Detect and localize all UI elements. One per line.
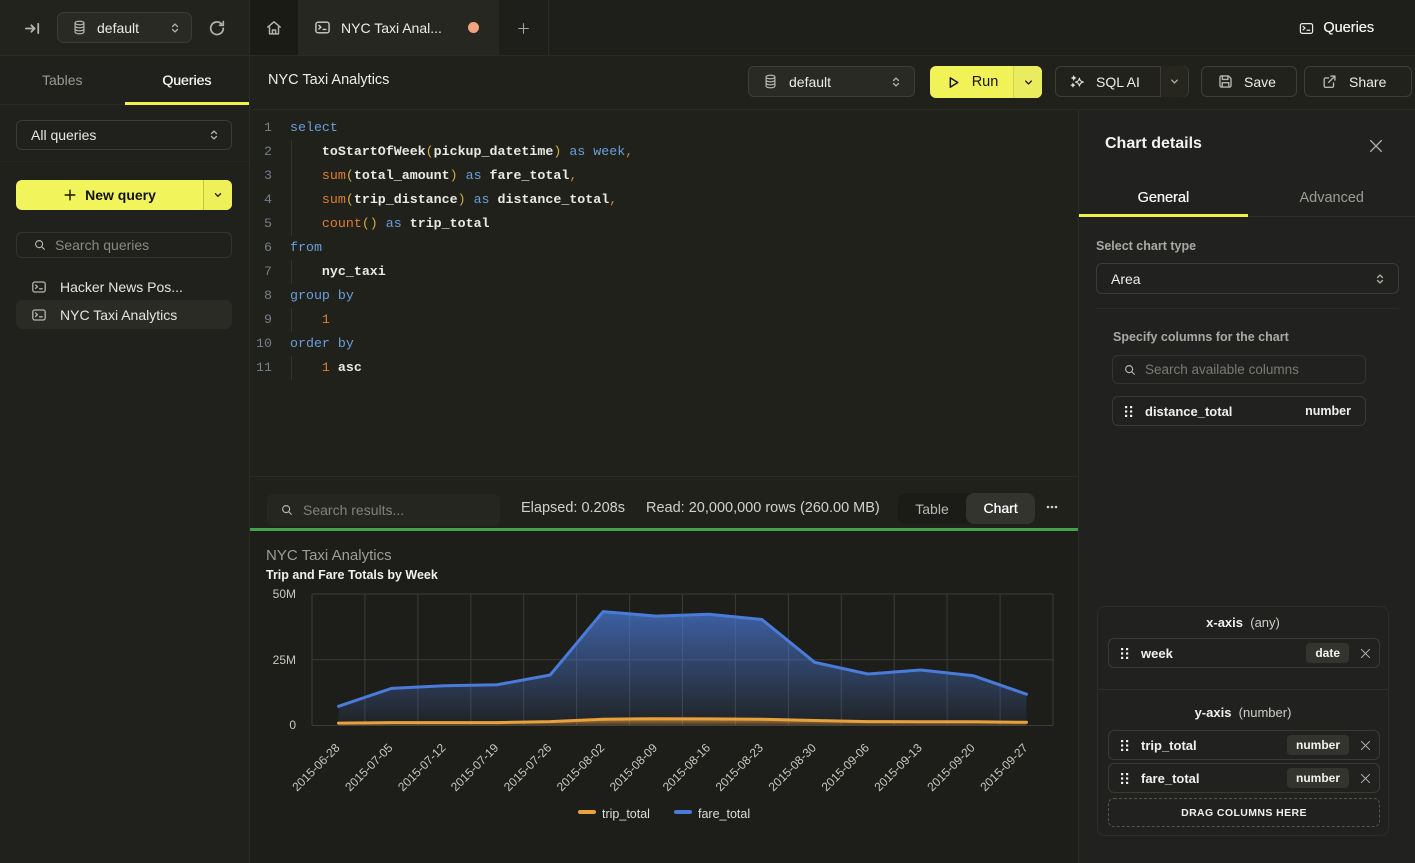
svg-text:2015-08-09: 2015-08-09 bbox=[607, 740, 661, 794]
svg-text:2015-06-28: 2015-06-28 bbox=[289, 740, 343, 794]
svg-text:2015-08-23: 2015-08-23 bbox=[713, 740, 767, 794]
svg-text:2015-08-02: 2015-08-02 bbox=[554, 740, 608, 794]
svg-text:trip_total: trip_total bbox=[602, 807, 650, 821]
svg-text:2015-07-05: 2015-07-05 bbox=[342, 740, 396, 794]
svg-text:50M: 50M bbox=[273, 587, 296, 601]
svg-text:2015-09-27: 2015-09-27 bbox=[977, 740, 1031, 794]
svg-text:0: 0 bbox=[289, 718, 296, 732]
svg-text:fare_total: fare_total bbox=[698, 807, 750, 821]
svg-text:2015-09-13: 2015-09-13 bbox=[872, 740, 926, 794]
svg-text:2015-08-16: 2015-08-16 bbox=[660, 740, 714, 794]
svg-text:2015-07-26: 2015-07-26 bbox=[501, 740, 555, 794]
svg-text:2015-08-30: 2015-08-30 bbox=[766, 740, 820, 794]
svg-text:2015-09-20: 2015-09-20 bbox=[924, 740, 978, 794]
svg-text:2015-07-19: 2015-07-19 bbox=[448, 740, 502, 794]
svg-text:2015-07-12: 2015-07-12 bbox=[395, 740, 449, 794]
svg-text:25M: 25M bbox=[273, 653, 296, 667]
svg-text:2015-09-06: 2015-09-06 bbox=[819, 740, 873, 794]
